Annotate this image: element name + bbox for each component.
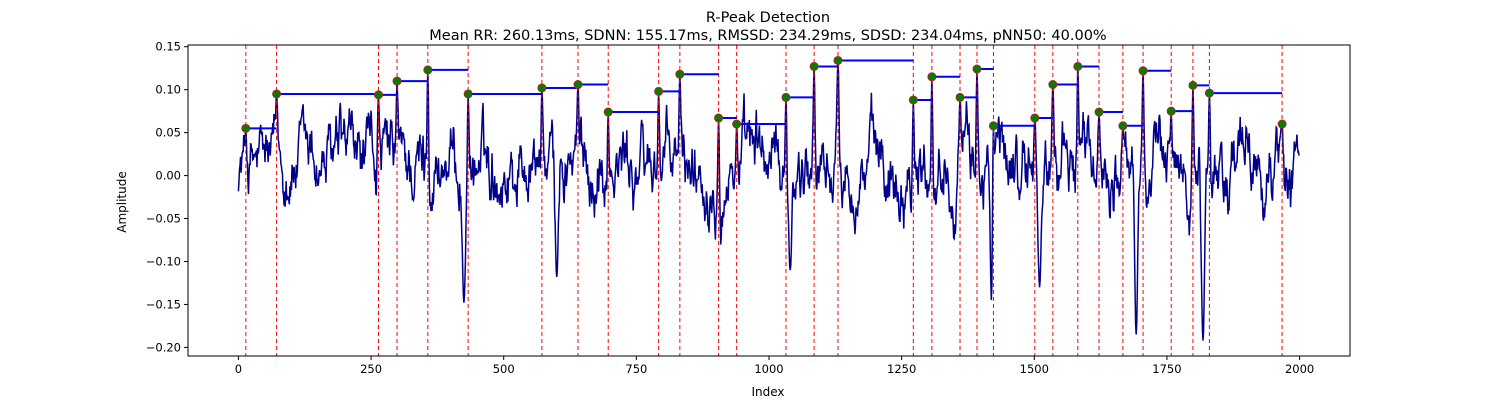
peak-marker-23	[1073, 61, 1083, 71]
x-tick-label-3: 750	[625, 362, 647, 376]
peak-marker-25	[1118, 121, 1128, 131]
y-tick-label-1: −0.15	[146, 297, 181, 311]
axes-frame	[187, 44, 1351, 357]
chart-title: R-Peak Detection	[706, 10, 830, 26]
peak-marker-9	[654, 86, 664, 96]
y-tick-label-3: −0.05	[146, 212, 181, 226]
peak-marker-4	[423, 65, 433, 75]
peak-marker-18	[955, 92, 965, 102]
peak-marker-22	[1048, 80, 1058, 90]
peak-marker-11	[714, 113, 724, 123]
peak-marker-6	[537, 83, 547, 93]
x-tick-label-8: 2000	[1285, 362, 1314, 376]
peak-marker-1	[272, 89, 282, 99]
peak-marker-2	[373, 90, 383, 100]
y-tick-label-0: −0.20	[146, 340, 181, 354]
y-tick-label-5: 0.05	[155, 126, 181, 140]
peak-marker-24	[1094, 107, 1104, 117]
peak-marker-17	[927, 72, 937, 82]
y-tick-label-2: −0.10	[146, 254, 181, 268]
peak-marker-27	[1166, 106, 1176, 116]
x-tick-label-5: 1250	[887, 362, 916, 376]
peak-marker-13	[781, 92, 791, 102]
x-tick-label-7: 1750	[1152, 362, 1181, 376]
peak-marker-19	[972, 64, 982, 74]
y-tick-label-6: 0.10	[155, 83, 181, 97]
y-axis-label: Amplitude	[115, 171, 129, 233]
peak-marker-15	[833, 55, 843, 65]
peak-marker-30	[1277, 119, 1287, 129]
peak-marker-8	[603, 107, 613, 117]
plot-area	[237, 45, 1300, 356]
x-tick-label-2: 500	[493, 362, 515, 376]
peak-marker-3	[392, 76, 402, 86]
x-tick-label-1: 250	[360, 362, 382, 376]
peak-marker-21	[1030, 113, 1040, 123]
y-tick-label-7: 0.15	[155, 40, 181, 54]
peak-marker-26	[1138, 66, 1148, 76]
peak-marker-28	[1188, 80, 1198, 90]
x-tick-label-0: 0	[235, 362, 242, 376]
chart-subtitle: Mean RR: 260.13ms, SDNN: 155.17ms, RMSSD…	[429, 28, 1106, 44]
peak-marker-12	[732, 119, 742, 129]
peak-marker-10	[675, 69, 685, 79]
x-axis-label: Index	[751, 385, 784, 399]
y-tick-label-4: 0.00	[155, 169, 181, 183]
axes: 0 250 500 750 1000 1250 1500 1750 2000 −0.20 −0.15…	[146, 40, 1351, 376]
peak-marker-5	[463, 89, 473, 99]
x-tick-label-6: 1500	[1020, 362, 1049, 376]
peak-marker-7	[573, 80, 583, 90]
x-tick-label-4: 1000	[754, 362, 783, 376]
peak-marker-0	[241, 123, 251, 133]
signal-line	[237, 60, 1300, 341]
peak-marker-20	[988, 121, 998, 131]
peak-marker-16	[908, 95, 918, 105]
peak-marker-29	[1204, 88, 1214, 98]
plot-content	[237, 45, 1300, 356]
peak-marker-14	[809, 61, 819, 71]
